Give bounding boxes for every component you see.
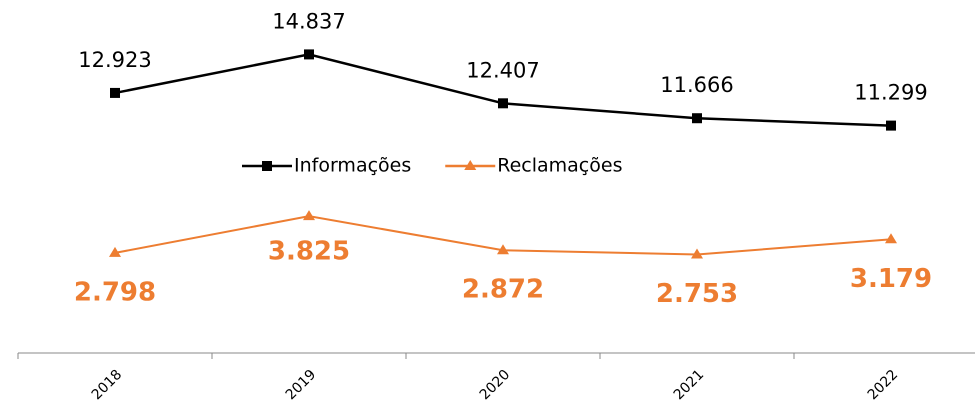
point <box>886 120 896 131</box>
legend-label: Reclamações <box>497 155 622 177</box>
x-tick-label: 2021 <box>671 367 708 404</box>
x-tick-label: 2020 <box>477 367 514 404</box>
point <box>109 246 121 257</box>
point <box>304 49 314 60</box>
legend-label: Informações <box>294 155 411 177</box>
data-label: 12.923 <box>78 48 151 72</box>
x-tick-label: 2018 <box>89 367 126 404</box>
point <box>303 210 315 221</box>
data-label: 12.407 <box>466 58 539 82</box>
data-label: 11.666 <box>660 73 733 97</box>
data-label: 2.872 <box>462 275 544 305</box>
data-label: 2.798 <box>74 277 156 307</box>
point <box>692 113 702 124</box>
legend-marker <box>262 161 272 171</box>
point <box>885 233 897 244</box>
data-label: 3.825 <box>268 237 350 267</box>
data-label: 11.299 <box>854 81 927 105</box>
legend-marker <box>464 160 477 170</box>
point <box>691 248 703 259</box>
x-tick-label: 2019 <box>283 367 320 404</box>
point <box>110 87 120 98</box>
point <box>498 98 508 109</box>
data-label: 3.179 <box>850 264 932 294</box>
data-label: 2.753 <box>656 279 738 309</box>
point <box>497 244 509 255</box>
x-tick-label: 2022 <box>865 367 902 404</box>
data-label: 14.837 <box>272 9 345 33</box>
